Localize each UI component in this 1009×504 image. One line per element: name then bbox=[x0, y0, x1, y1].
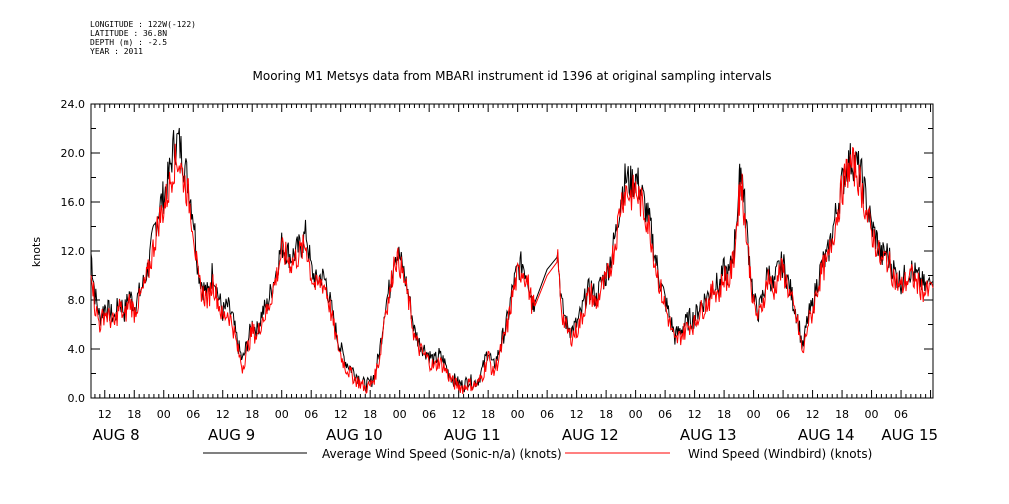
hour-tick-label: 06 bbox=[776, 408, 790, 421]
hour-tick-label: 12 bbox=[216, 408, 230, 421]
chart-title: Mooring M1 Metsys data from MBARI instru… bbox=[253, 69, 772, 83]
date-tick-label: AUG 15 bbox=[881, 426, 938, 444]
hour-tick-label: 18 bbox=[835, 408, 849, 421]
hour-tick-label: 12 bbox=[806, 408, 820, 421]
date-tick-label: AUG 8 bbox=[92, 426, 139, 444]
hour-tick-label: 06 bbox=[186, 408, 200, 421]
hour-tick-label: 18 bbox=[599, 408, 613, 421]
hour-tick-label: 12 bbox=[688, 408, 702, 421]
latitude-label: LATITUDE : 36.8N bbox=[90, 29, 168, 38]
hour-tick-label: 18 bbox=[717, 408, 731, 421]
hour-tick-label: 06 bbox=[658, 408, 672, 421]
hour-tick-label: 00 bbox=[511, 408, 525, 421]
hour-tick-label: 00 bbox=[157, 408, 171, 421]
hour-tick-label: 06 bbox=[894, 408, 908, 421]
windbird-wind-speed-line bbox=[90, 143, 934, 395]
date-tick-label: AUG 9 bbox=[208, 426, 255, 444]
hour-tick-label: 00 bbox=[629, 408, 643, 421]
date-tick-label: AUG 14 bbox=[798, 426, 855, 444]
hour-tick-label: 12 bbox=[334, 408, 348, 421]
y-tick-label: 0.0 bbox=[68, 392, 86, 405]
y-tick-label: 20.0 bbox=[61, 147, 86, 160]
hour-tick-label: 06 bbox=[304, 408, 318, 421]
hour-tick-label: 00 bbox=[275, 408, 289, 421]
depth-label: DEPTH (m) : -2.5 bbox=[90, 38, 168, 47]
y-tick-label: 8.0 bbox=[68, 294, 86, 307]
longitude-label: LONGITUDE : 122W(-122) bbox=[90, 20, 196, 29]
hour-tick-label: 18 bbox=[127, 408, 141, 421]
y-tick-labels: 0.0 4.0 8.0 12.0 16.0 20.0 24.0 bbox=[61, 98, 86, 405]
hour-tick-label: 12 bbox=[452, 408, 466, 421]
plot-frame bbox=[90, 103, 934, 399]
y-tick-label: 16.0 bbox=[61, 196, 86, 209]
hour-tick-label: 00 bbox=[865, 408, 879, 421]
hour-tick-label: 00 bbox=[747, 408, 761, 421]
date-tick-label: AUG 11 bbox=[444, 426, 501, 444]
hour-tick-label: 06 bbox=[540, 408, 554, 421]
legend-label-windbird: Wind Speed (Windbird) (knots) bbox=[688, 447, 872, 461]
axis-ticks bbox=[91, 103, 933, 399]
hour-tick-label: 00 bbox=[393, 408, 407, 421]
hour-tick-label: 12 bbox=[570, 408, 584, 421]
hour-tick-label: 12 bbox=[98, 408, 112, 421]
date-tick-label: AUG 12 bbox=[562, 426, 619, 444]
legend: Average Wind Speed (Sonic-n/a) (knots) W… bbox=[203, 447, 872, 461]
y-tick-label: 24.0 bbox=[61, 98, 86, 111]
average-wind-speed-line bbox=[90, 127, 934, 393]
series-lines bbox=[90, 127, 934, 395]
date-tick-label: AUG 10 bbox=[326, 426, 383, 444]
y-axis-label: knots bbox=[30, 237, 43, 267]
hour-tick-label: 18 bbox=[245, 408, 259, 421]
y-tick-label: 4.0 bbox=[68, 343, 86, 356]
hour-tick-label: 18 bbox=[363, 408, 377, 421]
hour-tick-label: 18 bbox=[481, 408, 495, 421]
hour-tick-label: 06 bbox=[422, 408, 436, 421]
legend-label-average-wind: Average Wind Speed (Sonic-n/a) (knots) bbox=[322, 447, 562, 461]
mooring-metadata: LONGITUDE : 122W(-122) LATITUDE : 36.8N … bbox=[90, 20, 196, 56]
date-tick-label: AUG 13 bbox=[680, 426, 737, 444]
x-tick-labels: 12 18 00 06 12 18 00 06 12 18 00 06 12 18 00 06 12 18 00 06… bbox=[92, 408, 938, 444]
y-tick-label: 12.0 bbox=[61, 245, 86, 258]
year-label: YEAR : 2011 bbox=[90, 47, 143, 56]
